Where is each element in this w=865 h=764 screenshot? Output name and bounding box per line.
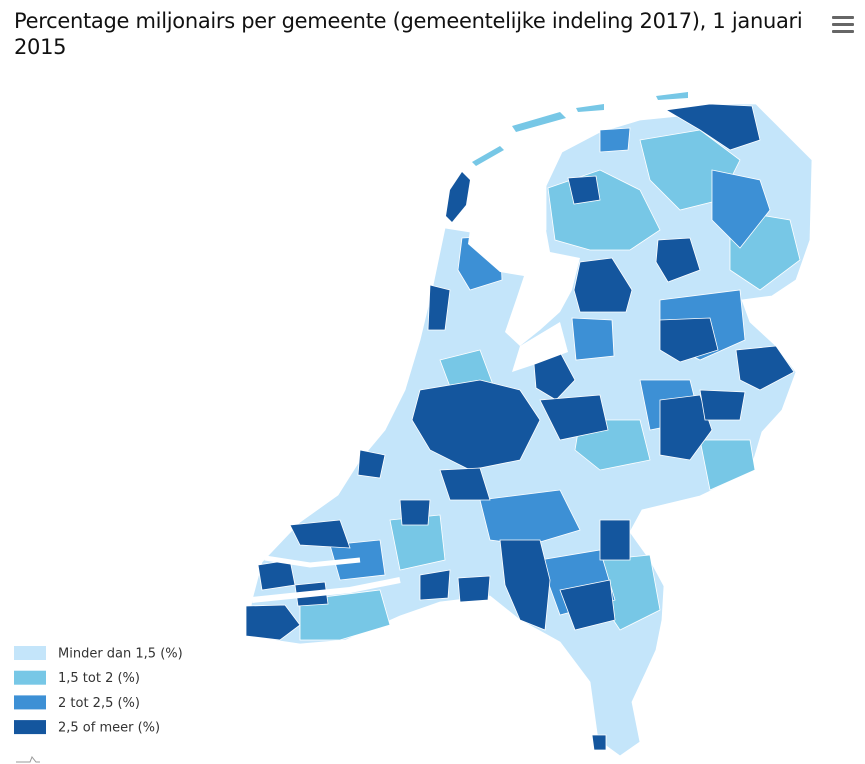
region [599,519,631,561]
region [399,499,431,526]
legend-label: 2 tot 2,5 (%) [58,696,140,711]
region [659,394,713,461]
legend-label: 1,5 tot 2 (%) [58,671,140,686]
vlieland [472,146,504,166]
legend-label: Minder dan 1,5 (%) [58,647,183,662]
westerschelde [251,577,401,603]
region [427,284,451,331]
region [257,559,296,591]
legend-swatch [14,720,46,735]
menu-button[interactable] [832,16,854,34]
credits-mark [16,756,40,763]
legend-swatch [14,646,46,660]
region [439,467,491,501]
region [659,317,719,363]
region [664,103,761,151]
legend-label: 2,5 of meer (%) [58,721,160,736]
ameland [576,104,604,112]
region [599,127,631,153]
region [499,539,551,631]
legend-swatch [14,670,46,685]
region [567,175,601,205]
region [591,734,607,751]
region [457,575,491,603]
wadden-islands [446,92,688,222]
region [289,519,351,549]
region [571,317,615,361]
region [559,579,616,631]
region [411,379,541,471]
region [419,569,451,601]
markermeer [512,322,568,372]
region [573,257,633,313]
oosterschelde [264,555,361,568]
region [357,449,386,479]
region [655,237,701,283]
legend-swatch [14,695,46,710]
terschelling [512,112,566,132]
map-title: Percentage miljonairs per gemeente (geme… [14,9,803,59]
region [711,169,771,249]
texel [446,172,470,222]
schiermonnikoog [656,92,688,100]
region [245,604,301,641]
municipalities [245,103,813,757]
region [735,345,795,391]
region [539,394,609,441]
region [479,489,581,546]
legend: Minder dan 1,5 (%) 1,5 tot 2 (%) 2 tot 2,5… [14,646,183,736]
region [699,389,746,421]
ijsselmeer [468,230,580,346]
region [699,439,756,491]
